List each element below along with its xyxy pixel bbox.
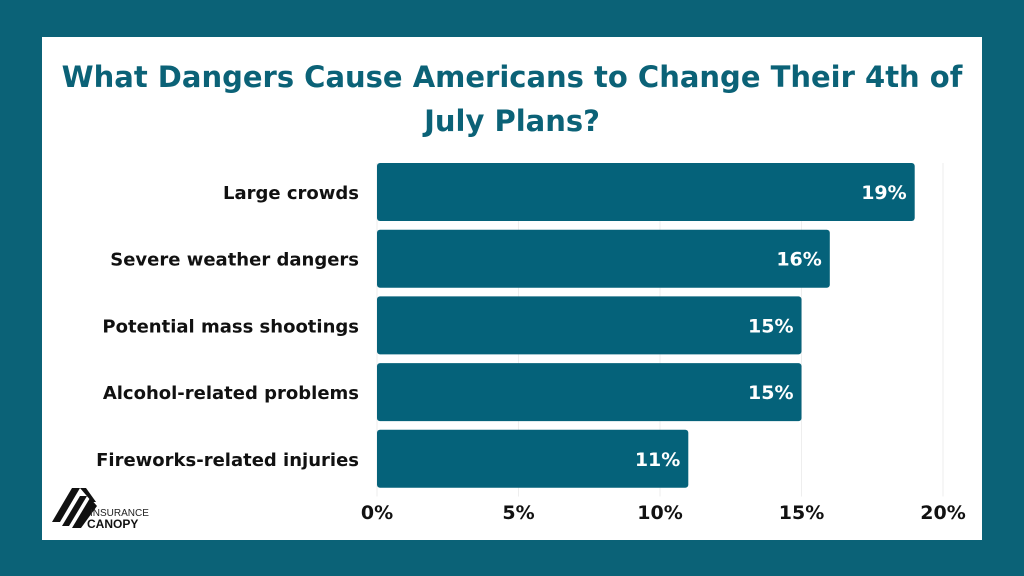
data-label: 19% [861, 182, 906, 204]
bar [377, 429, 689, 488]
bar-chart: 0% 5% 10% 15% 20% 19% Large crowds 16% Severe we… [96, 163, 966, 524]
bar [377, 363, 802, 422]
x-tick-label: 0% [361, 502, 393, 524]
bar [377, 163, 915, 221]
chart-card: What Dangers Cause Americans to Change T… [42, 37, 982, 540]
data-label: 16% [776, 249, 821, 271]
bar [377, 296, 802, 355]
svg-text:INSURANCE: INSURANCE [90, 508, 149, 519]
x-tick-label: 15% [779, 502, 824, 524]
svg-text:CANOPY: CANOPY [87, 517, 138, 531]
data-label: 11% [635, 449, 680, 471]
x-tick-label: 5% [502, 502, 534, 524]
category-label: Alcohol-related problems [103, 383, 359, 404]
category-label: Fireworks-related injuries [96, 450, 359, 471]
category-label: Severe weather dangers [110, 250, 359, 271]
x-tick-label: 20% [920, 502, 965, 524]
data-label: 15% [748, 315, 793, 337]
insurance-canopy-logo: INSURANCE CANOPY [52, 488, 149, 531]
category-label: Large crowds [223, 183, 359, 204]
chart-title: What Dangers Cause Americans to Change T… [61, 60, 963, 138]
bar [377, 229, 830, 288]
x-tick-label: 10% [637, 502, 682, 524]
category-label: Potential mass shootings [102, 316, 359, 337]
data-label: 15% [748, 382, 793, 404]
